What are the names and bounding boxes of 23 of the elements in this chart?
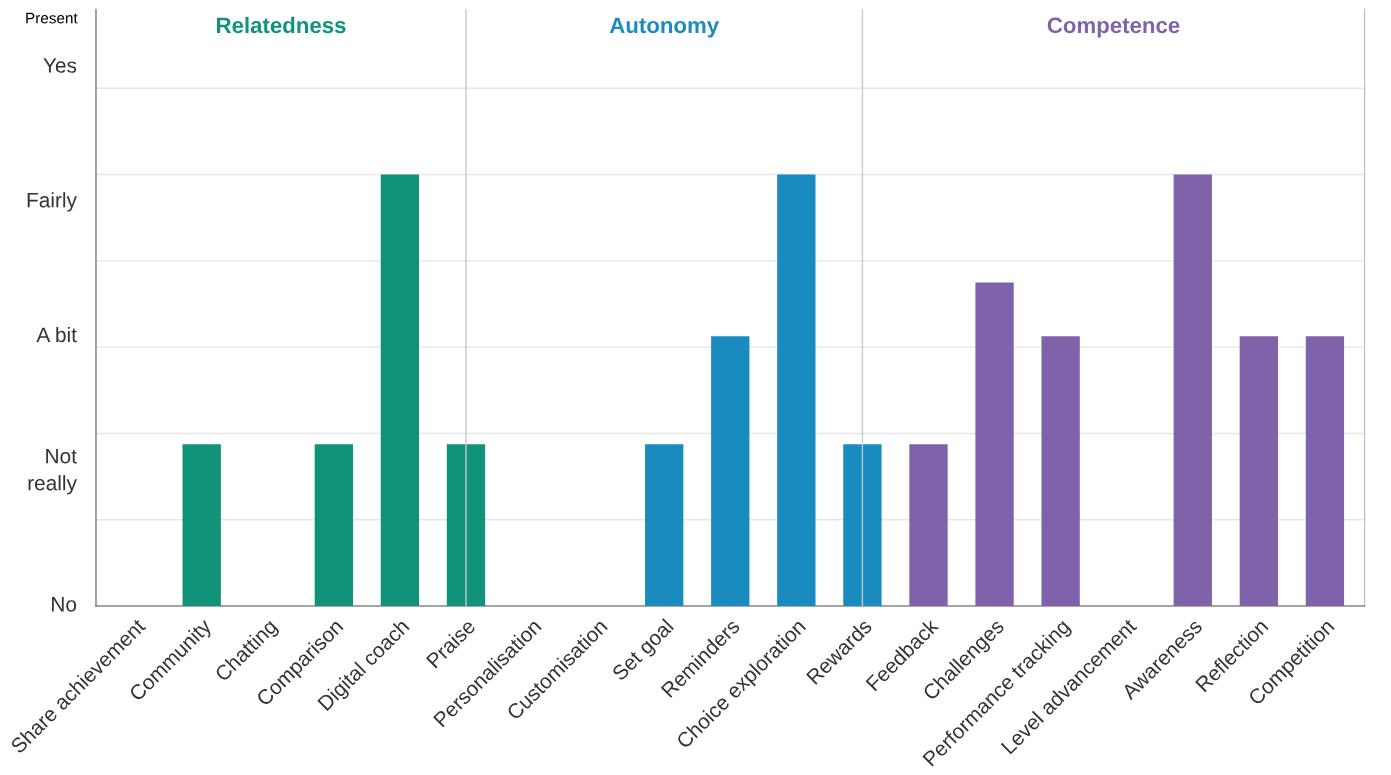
text: Relatedness [217,16,346,34]
bar [182,444,221,607]
bar [1041,336,1080,607]
bar [711,336,750,607]
text: Fairly [27,192,77,212]
bar [446,444,486,607]
bar [314,444,353,607]
text: No [52,597,77,612]
text: A bit [36,326,77,343]
bar [1173,174,1212,607]
bar [1305,336,1345,607]
bar [777,174,816,607]
text: Not really [28,448,77,495]
bar [909,444,948,607]
bar [645,444,684,607]
bar [843,444,882,607]
text: Present [26,12,78,24]
bar [380,174,420,607]
text: Yes [43,58,77,73]
bar [975,282,1014,607]
text: Competence [1047,17,1180,38]
text: Autonomy [609,17,720,38]
bar [1239,336,1279,607]
